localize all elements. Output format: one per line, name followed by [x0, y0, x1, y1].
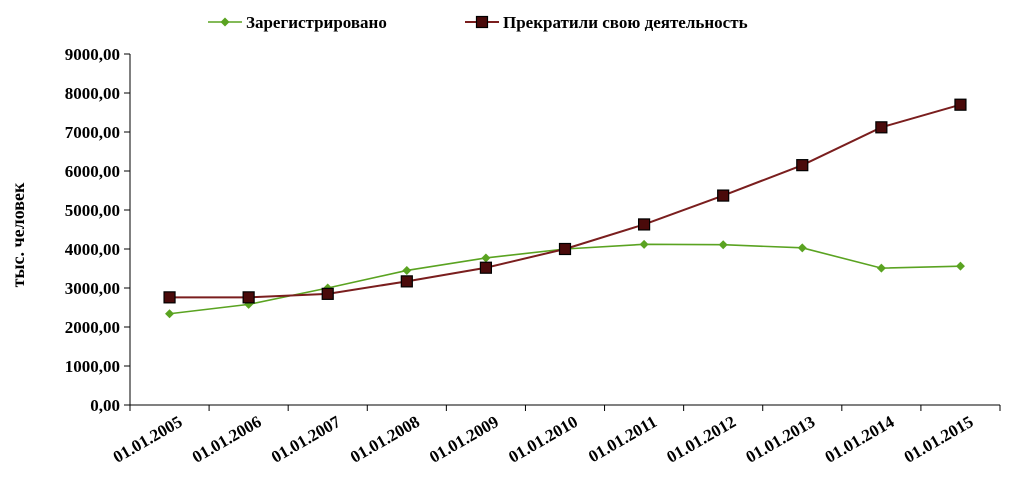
data-point	[954, 98, 967, 111]
y-tick-label: 3000,00	[65, 279, 120, 298]
x-tick-label: 01.01.2011	[585, 412, 660, 466]
data-point	[402, 265, 412, 275]
data-point	[558, 242, 572, 256]
series-line	[169, 103, 961, 299]
y-tick-label: 4000,00	[65, 240, 120, 259]
y-tick-label: 6000,00	[65, 162, 120, 181]
data-point	[400, 275, 413, 288]
x-tick-label: 01.01.2009	[426, 412, 502, 467]
data-point	[718, 240, 728, 250]
y-tick-label: 8000,00	[65, 84, 120, 103]
data-point	[481, 253, 491, 263]
legend-item-1: Зарегистрировано	[208, 13, 387, 32]
legend: Зарегистрировано Прекратили свою деятельн…	[208, 13, 748, 32]
x-axis: 01.01.2005 01.01.2006 01.01.2007 01.01.2008…	[110, 404, 1001, 467]
legend-marker	[475, 15, 489, 29]
data-point	[876, 263, 886, 273]
data-point	[321, 287, 334, 300]
legend-label: Зарегистрировано	[246, 13, 387, 32]
data-point	[796, 159, 809, 172]
x-tick-label: 01.01.2008	[347, 412, 423, 467]
data-point	[955, 261, 965, 271]
data-point	[163, 291, 176, 304]
y-tick-label: 7000,00	[65, 123, 120, 142]
x-tick-label: 01.01.2014	[822, 412, 898, 467]
data-point	[639, 239, 649, 249]
x-tick-label: 01.01.2010	[505, 412, 581, 467]
data-point	[875, 121, 888, 134]
y-tick-label: 1000,00	[65, 357, 120, 376]
x-tick-label: 01.01.2013	[743, 412, 819, 467]
data-point	[797, 243, 807, 253]
data-point	[242, 291, 255, 304]
legend-marker	[220, 17, 230, 27]
y-axis-title: тыс. человек	[8, 182, 28, 287]
data-point	[717, 189, 730, 202]
x-tick-label: 01.01.2012	[663, 412, 739, 467]
data-point	[479, 261, 493, 274]
y-axis: 0,00 1000,00 2000,00 3000,00 4000,00 5000,00 6…	[65, 45, 131, 415]
data-point	[637, 218, 651, 231]
series-layer	[163, 98, 967, 319]
series-2	[163, 98, 967, 304]
legend-label: Прекратили свою деятельность	[503, 13, 748, 32]
y-tick-label: 9000,00	[65, 45, 120, 64]
x-tick-label: 01.01.2006	[189, 412, 265, 467]
x-tick-label: 01.01.2015	[901, 412, 977, 467]
x-tick-label: 01.01.2007	[268, 412, 344, 467]
x-tick-label: 01.01.2005	[110, 412, 186, 467]
y-tick-label: 5000,00	[65, 201, 120, 220]
legend-item-2: Прекратили свою деятельность	[465, 13, 748, 32]
y-tick-label: 2000,00	[65, 318, 120, 337]
y-tick-label: 0,00	[90, 396, 120, 415]
data-point	[165, 309, 175, 319]
